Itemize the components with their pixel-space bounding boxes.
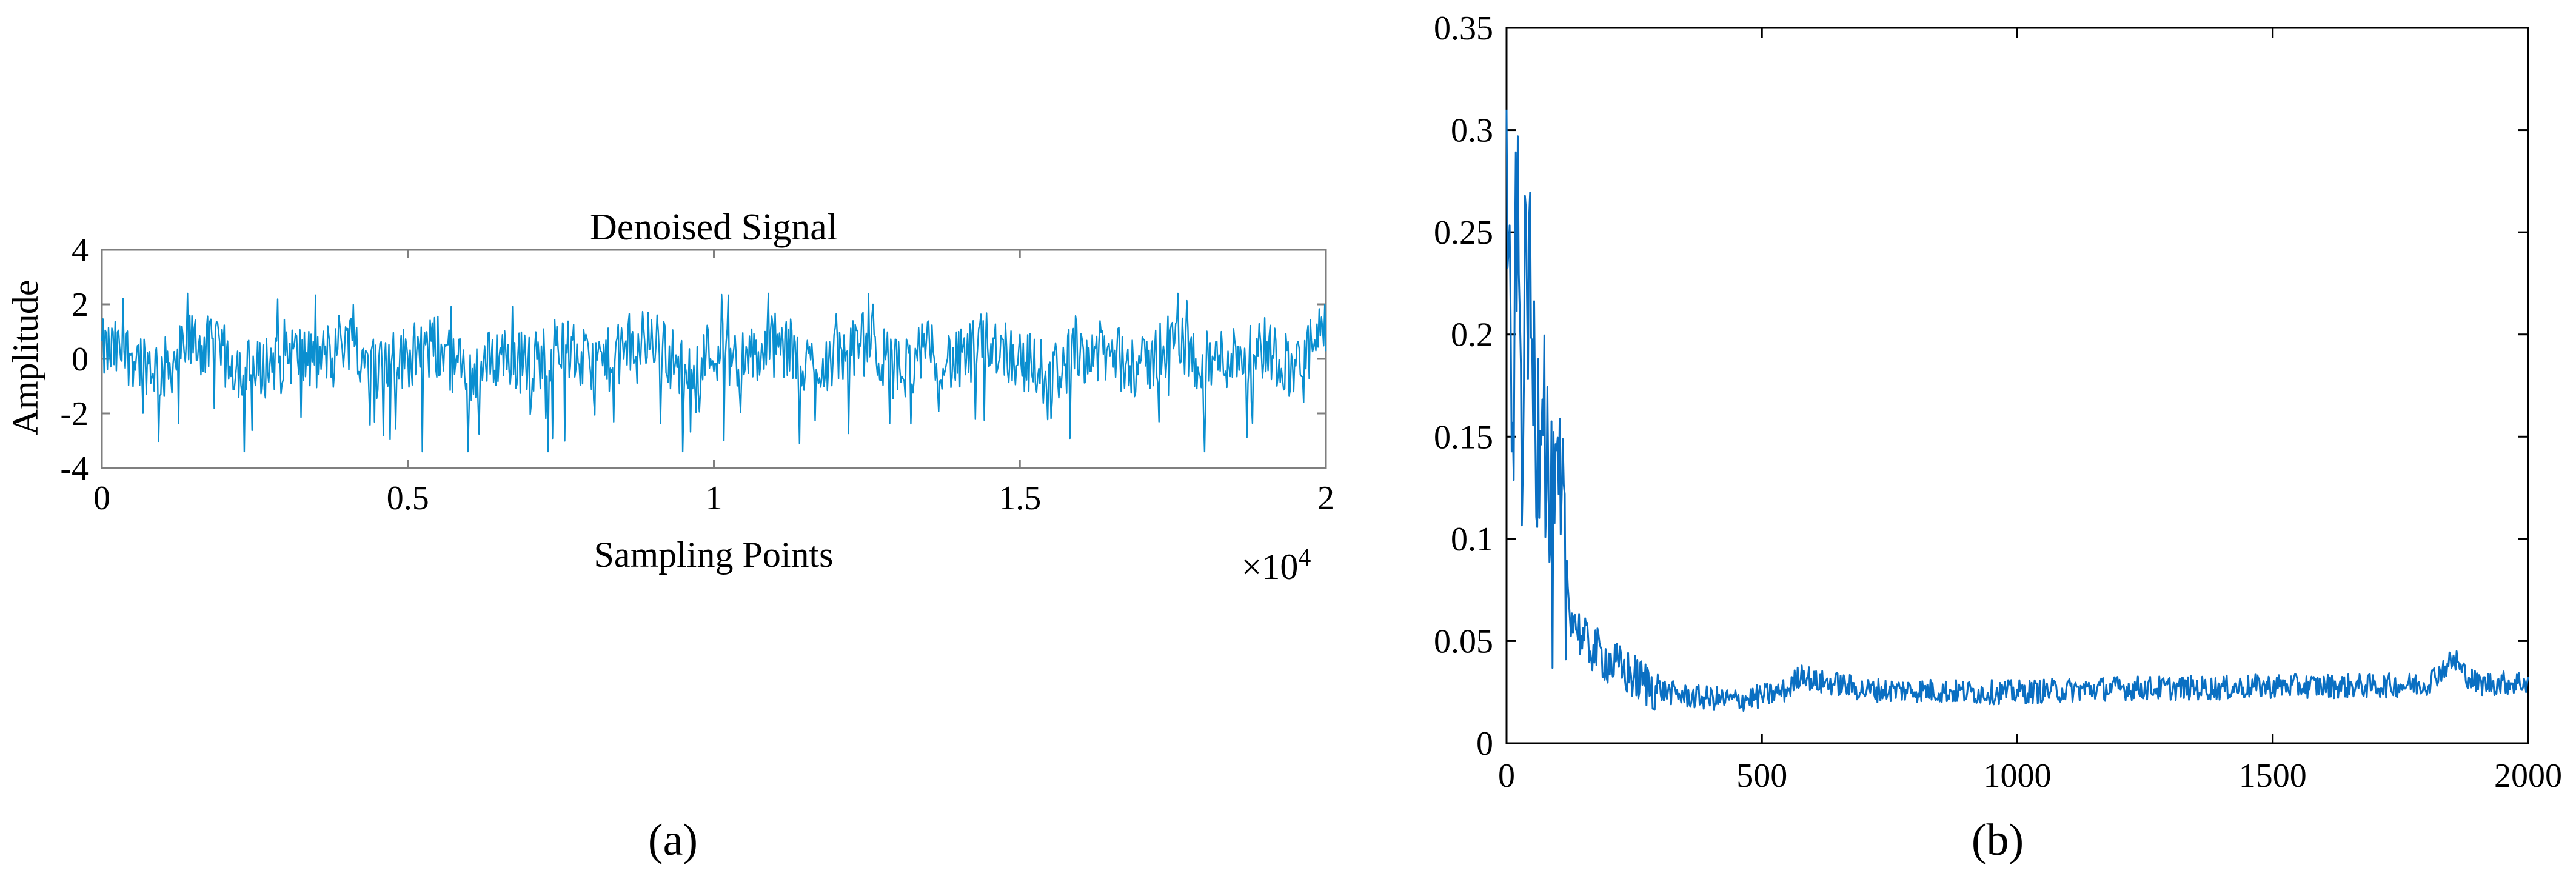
panel-b-ytick-label: 0.15 <box>1434 418 1493 456</box>
panel-a-ytick-label: -4 <box>60 450 89 487</box>
panel-b-ytick-label: 0 <box>1476 725 1493 763</box>
panel-a-title: Denoised Signal <box>590 207 837 248</box>
panel-a-ytick-label: 2 <box>72 286 89 324</box>
panel-a-axes-frame <box>101 249 1327 469</box>
x-exponent-base: ×10 <box>1242 547 1299 587</box>
panel-a-xtick-label: 1 <box>706 480 723 517</box>
panel-a-label: (a) <box>648 815 698 865</box>
panel-a-xtick-label: 0 <box>93 480 110 517</box>
panel-a-ytick-label: 0 <box>72 341 89 378</box>
panel-a-x-exponent: ×104 <box>1242 544 1311 587</box>
panel-b-xtick-label: 1000 <box>1984 757 2052 795</box>
panel-b-ytick-label: 0.05 <box>1434 623 1493 660</box>
panel-b-ytick-label: 0.1 <box>1451 521 1493 558</box>
panel-b-series-line <box>1505 109 2529 712</box>
panel-a-xtick-label: 2 <box>1317 480 1334 517</box>
panel-a-ytick-label: -2 <box>60 395 89 433</box>
panel-b-xtick-label: 500 <box>1736 757 1787 795</box>
panel-b-ytick-label: 0.35 <box>1434 10 1493 47</box>
panel-b-ytick-label: 0.3 <box>1451 112 1493 150</box>
panel-b-ytick-label: 0.2 <box>1451 316 1493 354</box>
panel-b-xtick-label: 0 <box>1498 757 1515 795</box>
panel-b-ytick-label: 0.25 <box>1434 214 1493 252</box>
panel-a-ytick-label: 4 <box>72 232 89 269</box>
panel-a-xtick-label: 1.5 <box>999 480 1041 517</box>
x-exponent-power: 4 <box>1298 544 1311 572</box>
panel-b-xtick-label: 1500 <box>2239 757 2307 795</box>
panel-b-axes-frame <box>1505 27 2529 744</box>
panel-a-denoised-signal: Denoised Signal Amplitude Sampling Point… <box>5 207 1334 865</box>
panel-b-xtick-label: 2000 <box>2494 757 2562 795</box>
panel-b-label: (b) <box>1972 815 2024 865</box>
panel-a-ylabel: Amplitude <box>5 280 45 436</box>
panel-b-curve: (b) 0 500 1000 1500 2000 0 0.05 0.1 0.15 0.2 0.25 0… <box>1434 10 2562 865</box>
panel-a-xlabel: Sampling Points <box>594 535 833 575</box>
panel-a-series-line <box>101 292 1327 453</box>
panel-a-xtick-label: 0.5 <box>387 480 429 517</box>
